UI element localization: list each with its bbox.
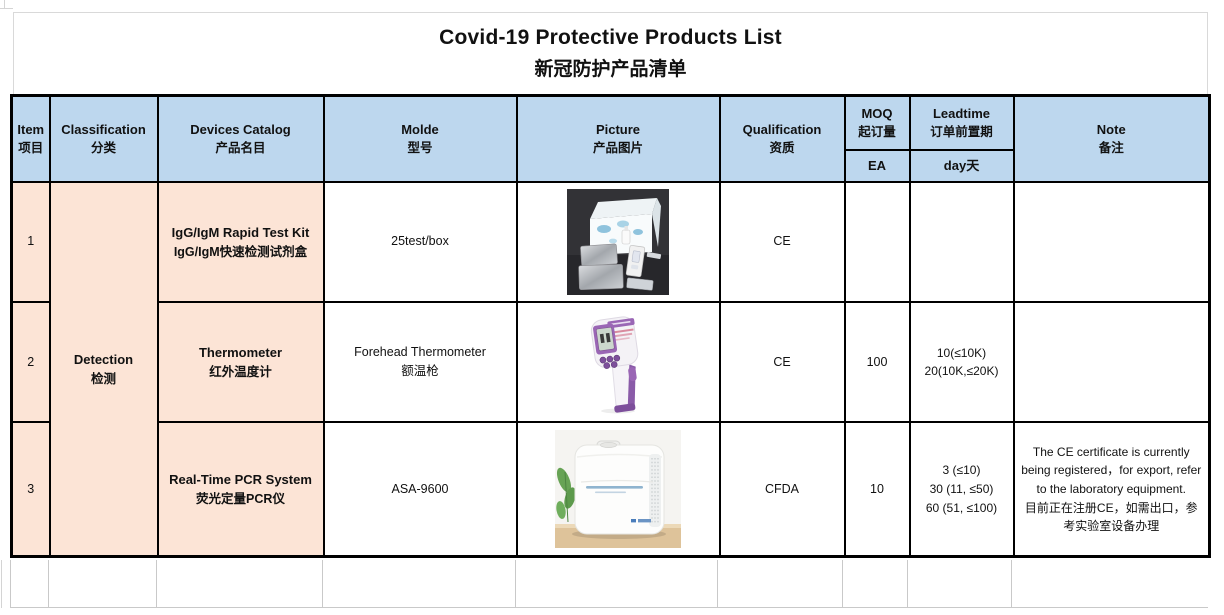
col-header-picture: Picture 产品图片: [515, 94, 721, 183]
cell-qualification-3: CFDA: [718, 421, 846, 558]
cell-leadtime-2: 10(≤10K) 20(10K,≤20K): [908, 300, 1015, 424]
cell-picture-3: [515, 421, 721, 558]
ghost-cell: [718, 560, 844, 607]
ghost-cell: [516, 560, 719, 607]
col-header-devices-catalog: Devices Catalog 产品名目: [156, 94, 325, 183]
cell-device-thermometer: Thermometer 红外温度计: [156, 300, 325, 424]
ghost-cell: [1012, 560, 1208, 607]
ghost-cell: [11, 560, 49, 607]
gridline-stub-vertical: [4, 0, 5, 8]
cell-note-3: The CE certificate is currently being re…: [1012, 421, 1211, 558]
cell-moq-2: 100: [843, 300, 911, 424]
cell-picture-1: [515, 180, 721, 303]
table-row-3: 3 Real-Time PCR System 荧光定量PCR仪 ASA-9600: [10, 421, 1211, 558]
ghost-cell: [157, 560, 323, 607]
table-row-2: 2 Thermometer 红外温度计 Forehead Thermometer…: [10, 300, 1211, 424]
cell-note-1: [1012, 180, 1211, 303]
page-title-zh: 新冠防护产品清单: [534, 59, 687, 80]
cell-item-2: 2: [10, 300, 51, 424]
page-title-en: Covid-19 Protective Products List: [439, 26, 782, 49]
cell-classification-detection: Detection 检测: [48, 180, 159, 558]
cell-qualification-1: CE: [718, 180, 846, 303]
test-kit-photo: [567, 188, 669, 295]
cell-picture-2: [515, 300, 721, 424]
cell-item-3: 3: [10, 421, 51, 558]
gridline-stub-horizontal: [0, 8, 13, 9]
table-row-1: 1 Detection 检测 IgG/IgM Rapid Test Kit Ig…: [10, 180, 1211, 558]
cell-moq-1: [843, 180, 911, 303]
cell-molde-3: ASA-9600: [322, 421, 518, 558]
cell-device-pcr-system: Real-Time PCR System 荧光定量PCR仪: [156, 421, 325, 558]
cell-item-1: 1: [10, 180, 51, 303]
col-subheader-moq-unit: EA: [843, 148, 911, 183]
col-header-qualification: Qualification 资质: [718, 94, 846, 183]
col-header-classification: Classification 分类: [48, 94, 159, 183]
pcr-system-photo: [555, 430, 681, 549]
col-subheader-leadtime-unit: day天: [908, 148, 1015, 183]
ghost-cell: [323, 560, 516, 607]
ghost-cell: [49, 560, 157, 607]
cell-leadtime-3: 3 (≤10) 30 (11, ≤50) 60 (51, ≤100): [908, 421, 1015, 558]
cell-device-rapid-test-kit: IgG/IgM Rapid Test Kit IgG/IgM快速检测试剂盒: [156, 180, 325, 303]
col-header-note: Note 备注: [1012, 94, 1211, 183]
gridline-stub-left: [1, 560, 2, 608]
ghost-cell: [908, 560, 1013, 607]
empty-spreadsheet-row: [10, 560, 1208, 608]
cell-molde-1: 25test/box: [322, 180, 518, 303]
col-header-molde: Molde 型号: [322, 94, 518, 183]
cell-moq-3: 10: [843, 421, 911, 558]
thermometer-photo: [572, 308, 664, 417]
col-header-item: Item 项目: [10, 94, 51, 183]
cell-molde-2: Forehead Thermometer 额温枪: [322, 300, 518, 424]
col-header-leadtime: Leadtime 订单前置期: [908, 94, 1015, 151]
cell-qualification-2: CE: [718, 300, 846, 424]
ghost-cell: [843, 560, 909, 607]
col-header-moq: MOQ 起订量: [843, 94, 911, 151]
cell-note-2: [1012, 300, 1211, 424]
cell-leadtime-1: [908, 180, 1015, 303]
title-block: Covid-19 Protective Products List 新冠防护产品…: [13, 12, 1208, 94]
products-table: Item 项目 Classification 分类 Devices Catalo…: [10, 94, 1211, 558]
